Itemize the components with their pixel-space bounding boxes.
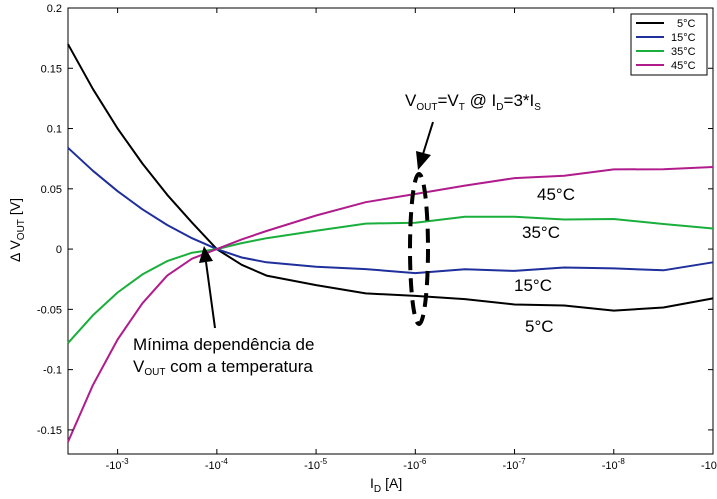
x-tick-label: -10-3 bbox=[106, 457, 130, 472]
note-line2: VOUT com a temperatura bbox=[133, 357, 313, 378]
x-axis-label-main: I bbox=[370, 475, 374, 491]
equation-arrow bbox=[422, 121, 434, 155]
y-axis-label-unit: [V] bbox=[7, 198, 23, 215]
eq-s-sub: S bbox=[534, 102, 541, 113]
eq-d-sub: D bbox=[496, 102, 503, 113]
series-layer bbox=[67, 43, 714, 443]
series-label-5c: 5°C bbox=[525, 317, 554, 336]
series-label-45c: 45°C bbox=[537, 185, 575, 204]
y-axis-label: Δ VOUT [V] bbox=[7, 198, 27, 262]
legend: 5°C 15°C 35°C 45°C bbox=[630, 13, 708, 76]
y-tick-label: -0.05 bbox=[37, 304, 62, 316]
eq-t-sub: T bbox=[459, 102, 465, 113]
series-label-35c: 35°C bbox=[522, 223, 560, 242]
x-tick-label: -10-6 bbox=[403, 457, 427, 472]
y-tick-label: 0.1 bbox=[47, 124, 62, 136]
y-tick-label: 0 bbox=[56, 244, 62, 256]
note-arrowhead bbox=[199, 246, 213, 263]
equation-arrowhead bbox=[416, 151, 431, 170]
x-tick-label: -10-4 bbox=[205, 457, 229, 472]
equation-annotation: VOUT=VT @ ID=3*IS bbox=[405, 91, 541, 113]
eq-v: V bbox=[405, 91, 417, 110]
legend-label-15c: 15°C bbox=[671, 32, 696, 44]
y-axis-label-sub: OUT bbox=[16, 219, 27, 240]
note-line1: Mínima dependência de bbox=[133, 335, 314, 354]
note-v-sub: OUT bbox=[144, 367, 165, 378]
x-axis-label-sub: D bbox=[374, 484, 381, 495]
x-axis-label: ID [A] bbox=[370, 475, 402, 495]
y-tick-label: -0.15 bbox=[37, 425, 62, 437]
y-tick-label: 0.2 bbox=[47, 3, 62, 15]
tick-layer: 0.2 0.15 0.1 0.05 0 -0.05 -0.1 -0.15 -10-3 -10-4 -… bbox=[37, 3, 717, 472]
eq-rest: =3*I bbox=[504, 91, 535, 110]
highlight-ellipse bbox=[408, 172, 430, 326]
y-tick-label: -0.1 bbox=[43, 365, 62, 377]
note-rest: com a temperatura bbox=[165, 357, 313, 376]
series-line-5c bbox=[67, 43, 714, 312]
legend-label-5c: 5°C bbox=[677, 18, 696, 30]
x-tick-label: -10-7 bbox=[503, 457, 527, 472]
eq-v-sub: OUT bbox=[416, 102, 437, 113]
x-tick-label: -10-8 bbox=[602, 457, 626, 472]
x-tick-label: -10-9 bbox=[701, 457, 717, 472]
series-label-15c: 15°C bbox=[514, 276, 552, 295]
note-v: V bbox=[133, 357, 145, 376]
series-line-15c bbox=[67, 147, 714, 275]
series-line-35c bbox=[67, 215, 714, 344]
y-tick-label: 0.15 bbox=[41, 63, 62, 75]
y-axis-label-prefix: Δ V bbox=[7, 240, 23, 262]
x-axis-label-unit: [A] bbox=[385, 475, 402, 491]
eq-mid: =V bbox=[437, 91, 459, 110]
series-line-45c bbox=[67, 166, 714, 443]
note-arrow bbox=[205, 261, 216, 329]
x-tick-label: -10-5 bbox=[304, 457, 328, 472]
legend-label-35c: 35°C bbox=[671, 46, 696, 58]
y-tick-label: 0.05 bbox=[41, 184, 62, 196]
plot-area bbox=[67, 7, 714, 455]
legend-label-45c: 45°C bbox=[671, 60, 696, 72]
eq-at: @ I bbox=[465, 91, 496, 110]
